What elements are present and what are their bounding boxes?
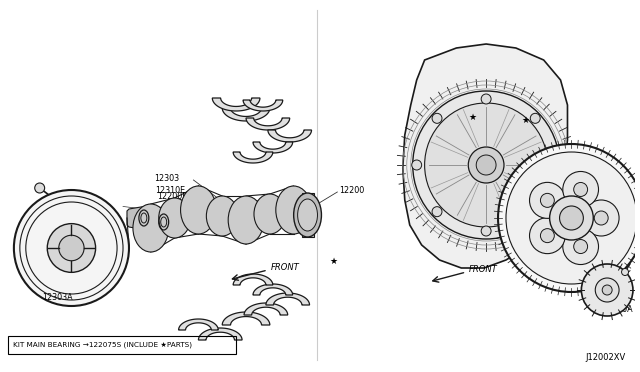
Circle shape: [602, 285, 612, 295]
Circle shape: [563, 228, 598, 264]
Circle shape: [424, 103, 548, 227]
Polygon shape: [266, 293, 310, 305]
Ellipse shape: [298, 199, 317, 231]
Text: FRONT: FRONT: [469, 266, 498, 275]
Bar: [8, 336, 236, 354]
Circle shape: [529, 218, 565, 254]
Polygon shape: [403, 44, 568, 268]
Text: 12310A: 12310A: [602, 305, 633, 314]
Ellipse shape: [133, 204, 169, 252]
Text: FRONT: FRONT: [271, 263, 300, 273]
Circle shape: [573, 183, 588, 196]
Polygon shape: [243, 100, 283, 111]
Circle shape: [412, 160, 422, 170]
Polygon shape: [233, 274, 273, 285]
Bar: [301, 193, 314, 237]
Text: 12200: 12200: [339, 186, 365, 195]
Circle shape: [595, 211, 608, 225]
Ellipse shape: [206, 196, 238, 236]
Circle shape: [581, 264, 633, 316]
Ellipse shape: [152, 207, 173, 237]
Text: ★: ★: [522, 115, 530, 125]
Circle shape: [559, 206, 584, 230]
Text: KIT MAIN BEARING →122075S (INCLUDE ★PARTS): KIT MAIN BEARING →122075S (INCLUDE ★PART…: [13, 342, 192, 348]
Circle shape: [47, 224, 95, 272]
Ellipse shape: [159, 198, 191, 238]
Circle shape: [540, 193, 554, 207]
Text: 12310E: 12310E: [155, 186, 185, 195]
Circle shape: [550, 196, 593, 240]
Polygon shape: [212, 98, 260, 111]
Text: 12303A: 12303A: [42, 294, 72, 302]
Text: 12311: 12311: [592, 170, 618, 180]
Polygon shape: [244, 303, 288, 315]
Text: ★: ★: [468, 113, 476, 122]
Circle shape: [476, 155, 496, 175]
Circle shape: [413, 91, 559, 239]
Polygon shape: [253, 284, 292, 295]
Circle shape: [14, 190, 129, 306]
Circle shape: [573, 240, 588, 254]
Circle shape: [59, 235, 84, 261]
Circle shape: [481, 94, 491, 104]
Circle shape: [468, 147, 504, 183]
Text: 12333: 12333: [597, 237, 622, 247]
Polygon shape: [253, 142, 292, 153]
Circle shape: [498, 144, 640, 292]
Circle shape: [35, 183, 45, 193]
Text: J12002XV: J12002XV: [586, 353, 625, 362]
Circle shape: [563, 171, 598, 208]
Circle shape: [540, 229, 554, 243]
Circle shape: [584, 200, 619, 236]
Ellipse shape: [271, 197, 292, 227]
Polygon shape: [222, 108, 270, 121]
Circle shape: [432, 113, 442, 124]
Ellipse shape: [247, 201, 269, 231]
Circle shape: [531, 113, 540, 124]
Circle shape: [432, 207, 442, 217]
Ellipse shape: [228, 196, 264, 244]
Polygon shape: [222, 312, 270, 325]
Circle shape: [595, 278, 619, 302]
Ellipse shape: [294, 193, 321, 237]
Circle shape: [531, 207, 540, 217]
Ellipse shape: [276, 186, 312, 234]
Text: ★: ★: [330, 257, 337, 266]
Circle shape: [529, 182, 565, 218]
Text: 12200E: 12200E: [157, 192, 187, 201]
Polygon shape: [179, 319, 218, 330]
Ellipse shape: [254, 194, 285, 234]
Text: 12303: 12303: [154, 173, 179, 183]
Polygon shape: [268, 130, 312, 142]
Polygon shape: [246, 118, 290, 130]
Polygon shape: [198, 328, 242, 340]
Ellipse shape: [180, 186, 216, 234]
Polygon shape: [127, 206, 147, 230]
Polygon shape: [233, 152, 273, 163]
Circle shape: [621, 269, 628, 276]
Circle shape: [481, 226, 491, 236]
Circle shape: [550, 160, 561, 170]
Ellipse shape: [200, 198, 221, 228]
Circle shape: [506, 152, 637, 284]
